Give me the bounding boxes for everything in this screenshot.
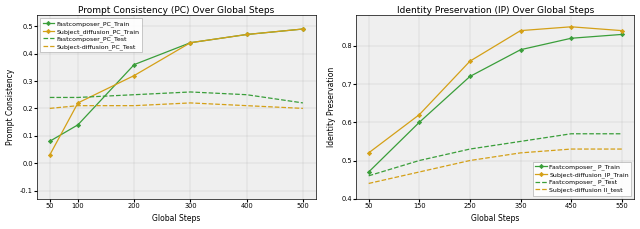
Fastcomposer_PC_Train: [46, 140, 54, 143]
Subject-diffusion II_test: [618, 148, 626, 150]
Legend: Fastcomposer_ P_Train, Subject-diffusion_IP_Train, Fastcomposer_ P_Test, Subject: Fastcomposer_ P_Train, Subject-diffusion…: [533, 162, 631, 196]
Subject-diffusion_PC_Test: [243, 104, 250, 107]
Fastcomposer_ P_Test: [466, 148, 474, 150]
Fastcomposer_ P_Test: [567, 132, 575, 135]
Subject-diffusion II_test: [516, 152, 524, 154]
Line: Subject-diffusion_PC_Test: Subject-diffusion_PC_Test: [50, 103, 303, 108]
Fastcomposer_PC_Test: [46, 96, 54, 99]
Subject-diffusion_IP_Train: [567, 25, 575, 28]
Subject-diffusion_PC_Test: [299, 107, 307, 110]
Subject-diffusion_IP_Train: [415, 113, 423, 116]
Subject-diffusion_PC_Test: [187, 101, 195, 104]
Line: Subject-diffusion II_test: Subject-diffusion II_test: [369, 149, 622, 183]
Fastcomposer_PC_Train: [243, 33, 250, 36]
Y-axis label: Identity Preservation: Identity Preservation: [326, 67, 336, 147]
Fastcomposer_PC_Train: [187, 41, 195, 44]
Subject-diffusion_IP_Train: [466, 60, 474, 63]
Fastcomposer_ P_Train: [567, 37, 575, 40]
Fastcomposer_PC_Train: [131, 63, 138, 66]
Y-axis label: Prompt Consistency: Prompt Consistency: [6, 69, 15, 145]
Fastcomposer_ P_Train: [365, 171, 372, 173]
Subject_diffusion_PC_Train: [243, 33, 250, 36]
Subject_diffusion_PC_Train: [187, 41, 195, 44]
Fastcomposer_PC_Test: [299, 101, 307, 104]
Fastcomposer_ P_Train: [516, 48, 524, 51]
Subject-diffusion_PC_Test: [131, 104, 138, 107]
Subject_diffusion_PC_Train: [299, 28, 307, 30]
X-axis label: Global Steps: Global Steps: [471, 214, 520, 224]
Subject_diffusion_PC_Train: [74, 101, 82, 104]
Fastcomposer_ P_Train: [618, 33, 626, 36]
Line: Subject-diffusion_IP_Train: Subject-diffusion_IP_Train: [367, 25, 623, 154]
Fastcomposer_PC_Test: [131, 93, 138, 96]
Fastcomposer_ P_Test: [415, 159, 423, 162]
Line: Fastcomposer_ P_Test: Fastcomposer_ P_Test: [369, 134, 622, 176]
Fastcomposer_ P_Train: [415, 121, 423, 124]
Fastcomposer_ P_Test: [618, 132, 626, 135]
Subject_diffusion_PC_Train: [131, 74, 138, 77]
Fastcomposer_PC_Test: [243, 93, 250, 96]
Subject-diffusion II_test: [567, 148, 575, 150]
Title: Identity Preservation (IP) Over Global Steps: Identity Preservation (IP) Over Global S…: [397, 5, 594, 15]
Line: Fastcomposer_ P_Train: Fastcomposer_ P_Train: [367, 33, 623, 174]
Fastcomposer_PC_Train: [299, 28, 307, 30]
Title: Prompt Consistency (PC) Over Global Steps: Prompt Consistency (PC) Over Global Step…: [78, 5, 275, 15]
Fastcomposer_ P_Train: [466, 75, 474, 78]
Line: Subject_diffusion_PC_Train: Subject_diffusion_PC_Train: [48, 27, 305, 156]
Fastcomposer_ P_Test: [516, 140, 524, 143]
Legend: Fastcomposer_PC_Train, Subject_diffusion_PC_Train, Fastcomposer_PC_Test, Subject: Fastcomposer_PC_Train, Subject_diffusion…: [40, 19, 142, 52]
Subject-diffusion II_test: [466, 159, 474, 162]
Line: Fastcomposer_PC_Train: Fastcomposer_PC_Train: [48, 27, 305, 143]
Subject-diffusion_PC_Test: [46, 107, 54, 110]
Fastcomposer_PC_Train: [74, 123, 82, 126]
X-axis label: Global Steps: Global Steps: [152, 214, 200, 224]
Line: Fastcomposer_PC_Test: Fastcomposer_PC_Test: [50, 92, 303, 103]
Subject-diffusion II_test: [415, 171, 423, 173]
Subject-diffusion_PC_Test: [74, 104, 82, 107]
Fastcomposer_PC_Test: [187, 91, 195, 93]
Fastcomposer_ P_Test: [365, 174, 372, 177]
Subject-diffusion_IP_Train: [365, 152, 372, 154]
Fastcomposer_PC_Test: [74, 96, 82, 99]
Subject_diffusion_PC_Train: [46, 154, 54, 156]
Subject-diffusion II_test: [365, 182, 372, 185]
Subject-diffusion_IP_Train: [516, 29, 524, 32]
Subject-diffusion_IP_Train: [618, 29, 626, 32]
